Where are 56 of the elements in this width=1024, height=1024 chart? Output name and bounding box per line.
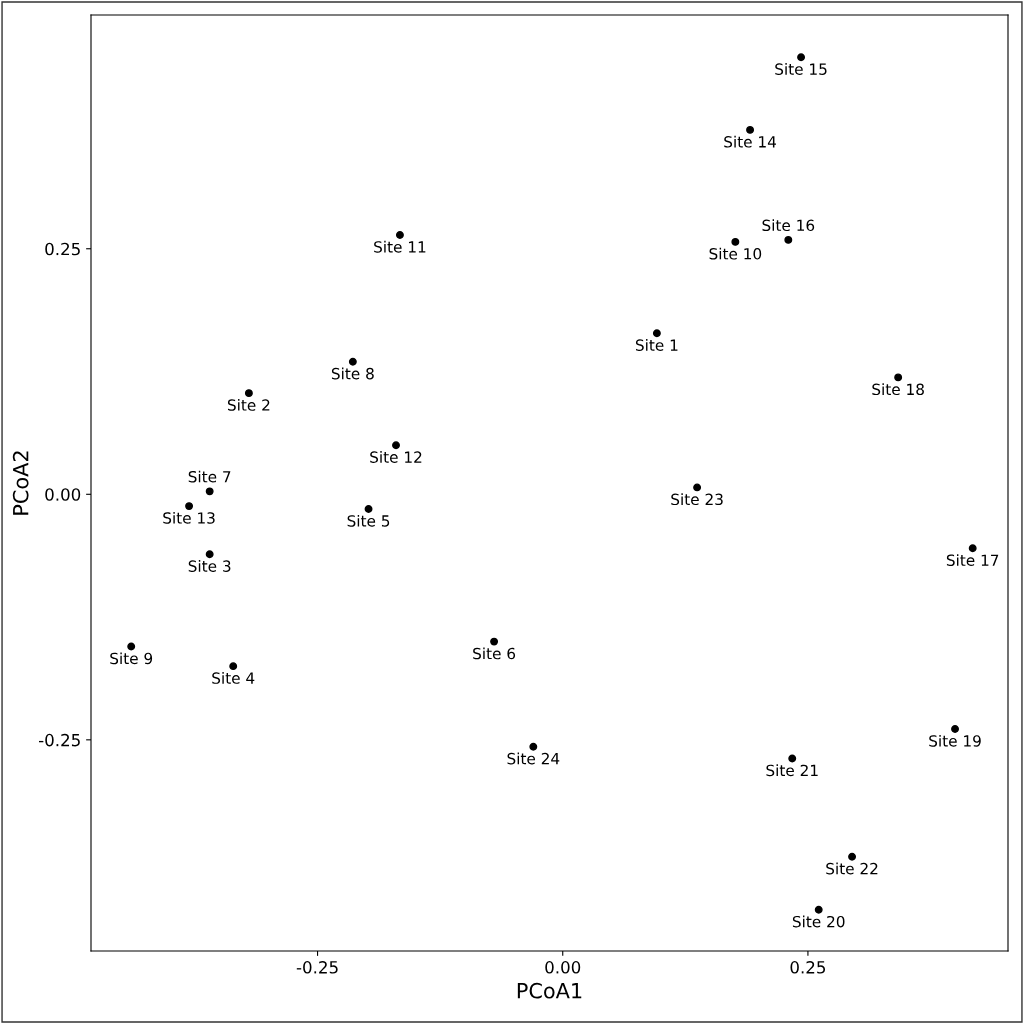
data-label: Site 4	[212, 672, 255, 684]
point	[127, 642, 136, 651]
y-tick-label: 0.25	[45, 242, 80, 256]
point	[205, 550, 214, 559]
point	[652, 329, 661, 338]
point	[244, 389, 253, 398]
x-tick-label: -0.25	[296, 961, 338, 974]
y-axis-title: PCoA2	[12, 451, 29, 515]
data-label: Site 2	[227, 399, 270, 411]
data-label: Site 12	[370, 451, 422, 463]
point	[392, 441, 400, 450]
data-label: Site 8	[331, 367, 374, 380]
data-label: Site 9	[110, 652, 153, 665]
point	[968, 544, 977, 553]
x-tick-label: 0.25	[790, 961, 826, 974]
data-label: Site 14	[724, 135, 777, 148]
data-label: Site 10	[709, 247, 762, 260]
data-label: Site 6	[473, 647, 516, 660]
point	[490, 637, 499, 646]
point	[848, 852, 857, 861]
data-label: Site 20	[792, 915, 845, 928]
point	[894, 373, 903, 382]
point	[693, 483, 702, 492]
data-label: Site 5	[347, 514, 390, 527]
data-label: Site 21	[766, 764, 818, 777]
point	[229, 662, 238, 671]
point	[784, 235, 793, 244]
point	[814, 905, 823, 914]
point	[185, 502, 194, 511]
x-axis-title: PCoA1	[517, 982, 582, 999]
point	[951, 725, 959, 733]
data-label: Site 18	[872, 383, 924, 396]
data-label: Site 3	[188, 560, 231, 572]
point	[364, 505, 373, 513]
data-label: Site 11	[374, 240, 426, 253]
point	[205, 487, 214, 496]
data-label: Site 22	[826, 862, 878, 875]
data-label: Site 17	[946, 554, 999, 567]
y-tick-label: -0.25	[38, 733, 80, 747]
point	[731, 237, 740, 246]
y-tick-label: 0.00	[45, 488, 81, 501]
point	[348, 357, 357, 366]
data-label: Site 1	[635, 339, 678, 351]
data-label: Site 7	[188, 470, 231, 483]
data-label: Site 15	[775, 63, 827, 75]
point	[529, 742, 538, 751]
point	[788, 754, 797, 763]
data-label: Site 19	[929, 734, 981, 747]
data-label: Site 13	[163, 511, 215, 524]
data-label: Site 16	[762, 219, 815, 232]
x-tick-label: 0.00	[545, 961, 581, 974]
point	[395, 231, 404, 239]
point	[746, 125, 755, 134]
data-label: Site 24	[507, 752, 560, 765]
data-label: Site 23	[671, 493, 723, 506]
point	[797, 53, 806, 62]
